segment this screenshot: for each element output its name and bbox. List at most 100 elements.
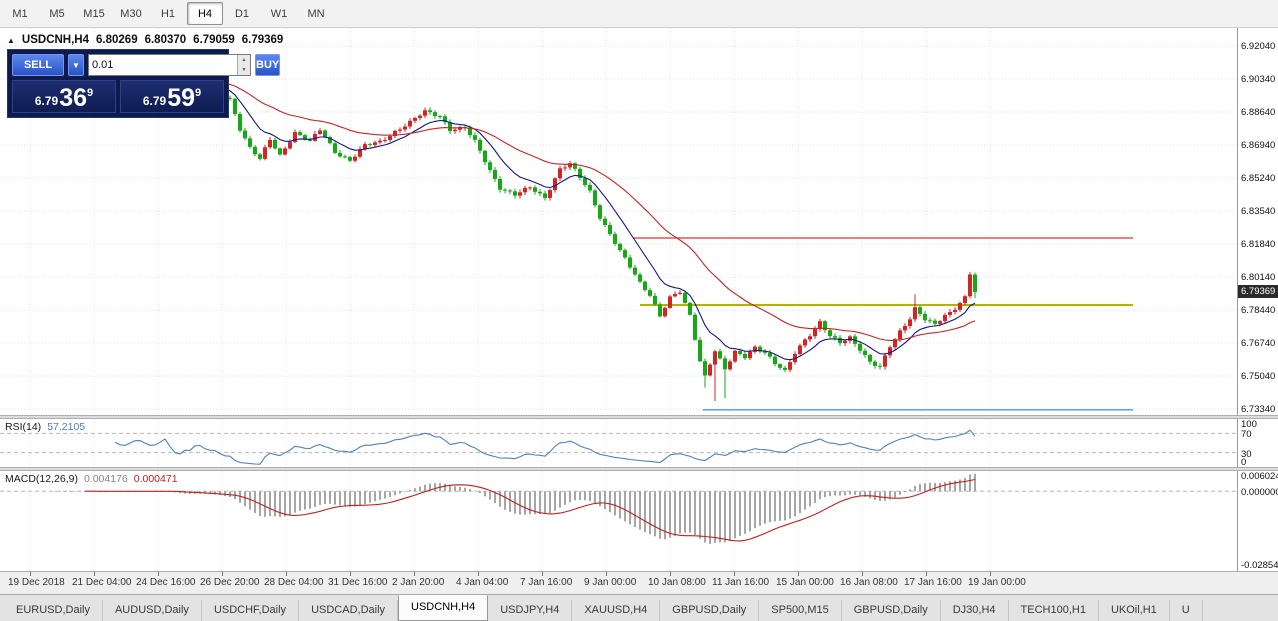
- macd-histogram-bar: [509, 491, 511, 512]
- candle-body: [913, 307, 917, 320]
- candle-body: [923, 313, 927, 321]
- macd-histogram-bar: [654, 491, 656, 537]
- tab-usdjpy-h4[interactable]: USDJPY,H4: [488, 600, 573, 621]
- candle-body: [603, 218, 607, 225]
- rsi-axis-label: 30: [1241, 449, 1252, 460]
- candle-body: [418, 115, 422, 118]
- macd-histogram-bar: [59, 491, 61, 492]
- macd-histogram-bar: [934, 482, 936, 492]
- price-axis-label: 6.83540: [1241, 206, 1276, 217]
- macd-histogram-bar: [679, 491, 681, 534]
- tab-usdcad-daily[interactable]: USDCAD,Daily: [299, 600, 399, 621]
- main-chart-panel[interactable]: ▲ USDCNH,H4 6.80269 6.80370 6.79059 6.79…: [0, 28, 1237, 415]
- macd-histogram-bar: [444, 483, 446, 492]
- spinner-down-icon[interactable]: ▼: [238, 65, 250, 75]
- macd-histogram-bar: [64, 491, 66, 492]
- macd-histogram-bar: [624, 491, 626, 522]
- timeframe-button-m5[interactable]: M5: [49, 7, 65, 20]
- tab-tech100-h1[interactable]: TECH100,H1: [1009, 600, 1099, 621]
- candle-body: [293, 132, 297, 143]
- timeframe-button-d1[interactable]: D1: [234, 7, 250, 20]
- panel-splitter[interactable]: [0, 467, 1278, 471]
- candle-body: [663, 307, 667, 317]
- candle-body: [513, 191, 517, 196]
- macd-histogram-bar: [924, 483, 926, 492]
- macd-histogram-bar: [364, 491, 366, 504]
- chart-close-value: 6.79369: [241, 34, 284, 46]
- time-axis[interactable]: 19 Dec 2018 21 Dec 04:00 24 Dec 16:00 26 De…: [0, 571, 1278, 594]
- macd-histogram-bar: [594, 491, 596, 504]
- rsi-chart[interactable]: [0, 419, 1237, 467]
- tab-xauusd-h4[interactable]: XAUUSD,H4: [572, 600, 661, 621]
- candle-body: [593, 190, 597, 206]
- sell-price-button[interactable]: 6.79 36 9: [12, 80, 116, 113]
- macd-histogram-bar: [479, 491, 481, 494]
- candle-body: [528, 187, 532, 189]
- buy-button[interactable]: BUY: [255, 54, 281, 76]
- macd-histogram-bar: [409, 489, 411, 492]
- macd-histogram-bar: [584, 491, 586, 501]
- price-axis-label: 6.90340: [1241, 74, 1276, 85]
- macd-histogram-bar: [534, 491, 536, 515]
- candle-body: [958, 303, 962, 310]
- tab-eurusd-daily[interactable]: EURUSD,Daily: [4, 600, 103, 621]
- macd-histogram-bar: [969, 474, 971, 492]
- candle-body: [518, 192, 522, 196]
- candle-body: [798, 345, 802, 355]
- price-axis[interactable]: 6.92040 6.90340 6.88640 6.86940 6.85240 6.835…: [1237, 28, 1278, 415]
- sell-options-dropdown[interactable]: ▼: [68, 54, 84, 76]
- macd-histogram-bar: [614, 491, 616, 516]
- timeframe-button-h4[interactable]: H4: [187, 2, 223, 25]
- sell-button[interactable]: SELL: [12, 54, 64, 76]
- tab-usdcnh-h4[interactable]: USDCNH,H4: [398, 595, 489, 621]
- lot-size-input[interactable]: [89, 55, 237, 75]
- candle-body: [733, 350, 737, 362]
- macd-histogram-bar: [809, 491, 811, 507]
- tab-dj30-h4[interactable]: DJ30,H4: [941, 600, 1009, 621]
- timeframe-button-w1[interactable]: W1: [270, 7, 288, 20]
- price-axis-label: 6.76740: [1241, 338, 1276, 349]
- tab-audusd-daily[interactable]: AUDUSD,Daily: [103, 600, 202, 621]
- macd-histogram-bar: [529, 491, 531, 515]
- tab-sp500-m15[interactable]: SP500,M15: [759, 600, 842, 621]
- candle-body: [963, 296, 967, 304]
- candle-body: [428, 110, 432, 113]
- candle-body: [918, 307, 922, 314]
- spinner-up-icon[interactable]: ▲: [238, 55, 250, 65]
- candle-body: [473, 135, 477, 140]
- macd-panel[interactable]: MACD(12,26,9) 0.004176 0.000471: [0, 471, 1237, 571]
- panel-splitter[interactable]: [0, 415, 1278, 419]
- tab-gbpusd-daily[interactable]: GBPUSD,Daily: [842, 600, 941, 621]
- macd-histogram-bar: [859, 491, 861, 496]
- buy-price-button[interactable]: 6.79 59 9: [120, 80, 224, 113]
- macd-chart[interactable]: [0, 471, 1237, 571]
- tab-u[interactable]: U: [1170, 600, 1203, 621]
- timeframe-button-m30[interactable]: M30: [120, 7, 142, 20]
- tab-usdchf-daily[interactable]: USDCHF,Daily: [202, 600, 300, 621]
- macd-histogram-bar: [899, 491, 901, 495]
- ma-slow-line[interactable]: [164, 78, 976, 341]
- macd-histogram-bar: [239, 491, 241, 503]
- macd-histogram-bar: [554, 491, 556, 511]
- tab-gbpusd-daily[interactable]: GBPUSD,Daily: [660, 600, 760, 621]
- macd-histogram-bar: [399, 491, 401, 494]
- timeframe-button-mn[interactable]: MN: [307, 7, 325, 20]
- candle-body: [783, 367, 787, 370]
- candle-body: [773, 356, 777, 365]
- tab-ukoil-h1[interactable]: UKOil,H1: [1099, 600, 1170, 621]
- timeframe-button-h1[interactable]: H1: [160, 7, 176, 20]
- timeframe-button-m1[interactable]: M1: [12, 7, 28, 20]
- ma-fast-line[interactable]: [164, 78, 976, 361]
- macd-main-value: 0.004176: [83, 473, 128, 485]
- candle-body: [763, 351, 767, 353]
- candle-body: [708, 364, 712, 376]
- timeframe-button-m15[interactable]: M15: [83, 7, 105, 20]
- macd-histogram-bar: [729, 491, 731, 542]
- time-axis-label: 19 Jan 00:00: [968, 577, 1026, 588]
- buy-price-prefix: 6.79: [142, 94, 167, 108]
- macd-histogram-bar: [824, 491, 826, 498]
- macd-histogram-bar: [694, 491, 696, 535]
- candle-body: [673, 293, 677, 297]
- rsi-panel[interactable]: RSI(14) 57.2105: [0, 419, 1237, 467]
- candle-body: [803, 339, 807, 346]
